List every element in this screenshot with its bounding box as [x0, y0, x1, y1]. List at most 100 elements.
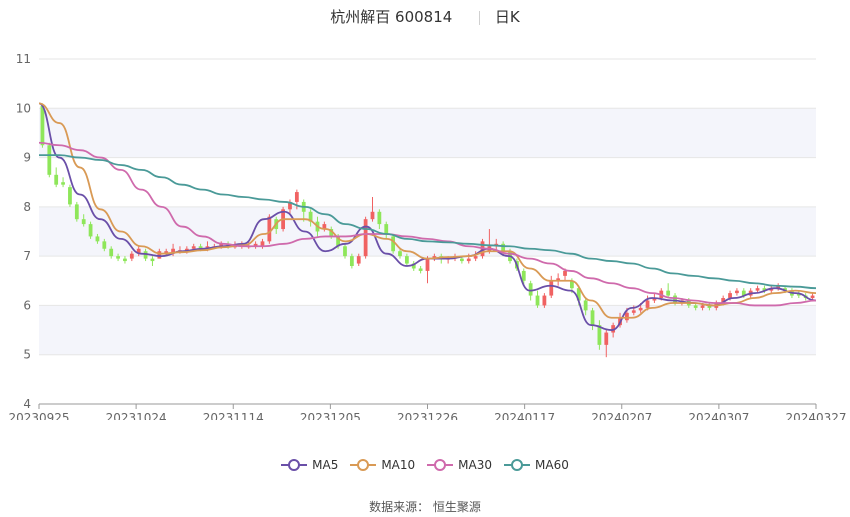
candle-body: [253, 243, 258, 247]
candle-body: [673, 295, 677, 303]
candle-body: [535, 295, 540, 306]
candle-body: [604, 332, 609, 345]
candle-body: [95, 236, 100, 242]
ma-line-ma60: [39, 154, 817, 290]
candle-body: [597, 325, 602, 345]
candle-body: [783, 288, 787, 291]
candle-body: [88, 224, 93, 237]
candle-body: [198, 246, 203, 249]
candle-body: [40, 105, 45, 146]
candle-body: [61, 182, 65, 185]
candle-body: [735, 290, 739, 294]
stock-title: 杭州解百 600814: [330, 8, 453, 26]
candle-body: [205, 246, 210, 249]
chart-legend: MA5 MA10 MA30 MA60: [0, 458, 850, 475]
x-tick-label: 20231024: [106, 411, 167, 420]
candle-body: [466, 258, 471, 262]
candle-body: [143, 251, 148, 259]
candle-body: [418, 268, 423, 271]
y-tick-label: 4: [23, 397, 31, 411]
candle-body: [741, 290, 746, 296]
x-tick-label: 20240207: [591, 411, 652, 420]
candle-body: [322, 224, 327, 230]
candle-body: [123, 258, 127, 262]
candle-body: [501, 243, 506, 252]
candle-body: [666, 290, 671, 296]
y-tick-label: 9: [23, 151, 31, 165]
legend-label: MA60: [535, 458, 569, 472]
candle-body: [638, 307, 643, 311]
candle-body: [576, 288, 581, 301]
candle-body: [157, 251, 162, 259]
candle-body: [150, 258, 155, 262]
candle-body: [693, 305, 698, 308]
legend-item-ma60[interactable]: MA60: [504, 458, 569, 472]
x-tick-label: 20240117: [494, 411, 555, 420]
data-source: 数据来源： 恒生聚源: [369, 500, 481, 514]
candle-body: [336, 236, 341, 247]
candle-body: [129, 253, 134, 259]
candle-body: [102, 241, 107, 249]
candle-body: [54, 174, 59, 185]
candle-body: [384, 224, 389, 234]
y-tick-label: 10: [16, 101, 31, 115]
candle-body: [267, 216, 272, 242]
candle-body: [570, 280, 574, 289]
candle-body: [391, 236, 396, 252]
candle-body: [645, 300, 650, 308]
legend-label: MA10: [381, 458, 416, 472]
candle-body: [625, 312, 629, 321]
grid-band: [39, 206, 816, 257]
candle-body: [356, 256, 361, 264]
candle-body: [109, 248, 114, 257]
header-divider: [479, 10, 481, 25]
x-tick-label: 20240327: [785, 411, 846, 420]
candle-body: [116, 256, 120, 259]
candle-body: [81, 219, 86, 225]
x-tick-label: 20231205: [300, 411, 361, 420]
x-tick-label: 20240307: [688, 411, 749, 420]
candle-body: [542, 295, 547, 306]
candle-body: [590, 310, 595, 326]
candle-body: [528, 283, 533, 296]
candle-body: [728, 293, 732, 299]
candle-body: [707, 305, 712, 308]
legend-item-ma5[interactable]: MA5: [281, 458, 338, 472]
y-tick-label: 11: [16, 52, 31, 66]
y-tick-label: 8: [23, 200, 31, 214]
candle-body: [411, 263, 416, 269]
kline-chart: 4 5 6 7 8 9 10 11 20230925 20231024 20231114 202312…: [8, 52, 846, 420]
grid-band: [39, 108, 816, 158]
candle-body: [370, 211, 375, 220]
candle-body: [556, 278, 561, 281]
candle-body: [164, 251, 169, 254]
legend-item-ma30[interactable]: MA30: [427, 458, 492, 472]
candle-body: [219, 243, 224, 247]
candle-body: [425, 258, 430, 271]
ma-line-ma30: [38, 141, 817, 307]
y-tick-label: 7: [23, 249, 31, 263]
candle-body: [762, 288, 767, 291]
period-label[interactable]: 日K: [494, 8, 520, 26]
candle-body: [652, 298, 657, 301]
candle-body: [611, 325, 616, 333]
x-tick-label: 20231114: [203, 411, 264, 420]
legend-marker-icon: [281, 459, 308, 471]
candle-body: [68, 187, 72, 205]
candle-body: [755, 288, 760, 291]
candle-body: [308, 211, 313, 222]
y-tick-label: 6: [23, 298, 31, 312]
candle-body: [563, 270, 567, 276]
candle-body: [583, 300, 588, 311]
legend-marker-icon: [504, 459, 531, 471]
candle-body: [721, 298, 726, 303]
candle-body: [343, 246, 347, 257]
grid-band: [39, 305, 816, 355]
legend-marker-icon: [427, 459, 454, 471]
candle-body: [404, 256, 409, 264]
legend-item-ma10[interactable]: MA10: [350, 458, 415, 472]
candle-body: [184, 248, 189, 252]
candle-body: [191, 246, 196, 249]
candle-body: [473, 256, 478, 259]
candle-body: [521, 270, 526, 281]
